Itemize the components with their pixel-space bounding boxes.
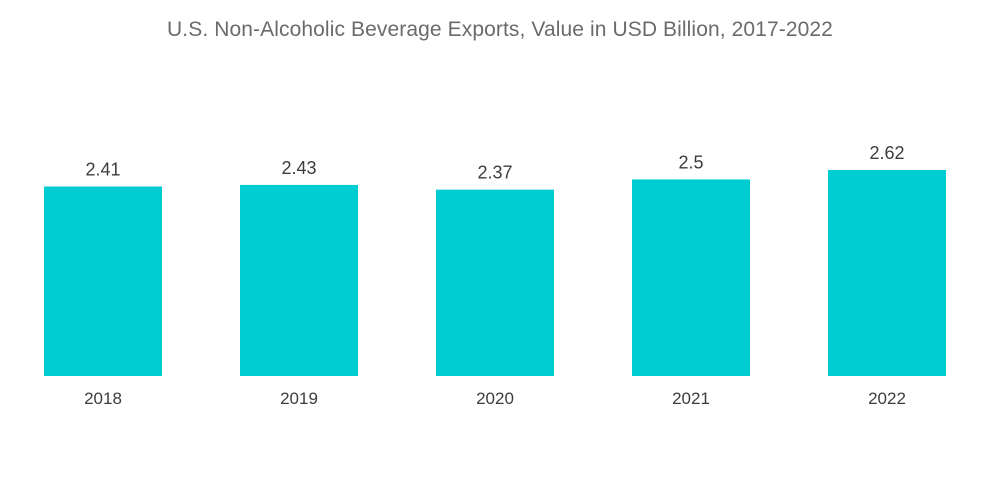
chart-title: U.S. Non-Alcoholic Beverage Exports, Val…	[167, 18, 833, 41]
bars-layer	[44, 170, 946, 376]
value-label-2019: 2.43	[281, 158, 316, 178]
bar-2021	[632, 179, 750, 376]
x-tick-label-2019: 2019	[280, 389, 318, 408]
value-label-2020: 2.37	[477, 163, 512, 183]
value-label-2018: 2.41	[85, 160, 120, 180]
x-tick-label-2022: 2022	[868, 389, 906, 408]
value-label-2021: 2.5	[678, 152, 703, 172]
x-tick-label-2021: 2021	[672, 389, 710, 408]
x-tick-label-2020: 2020	[476, 389, 514, 408]
bar-2020	[436, 189, 554, 376]
x-axis-ticks-layer: 2018 2019 2020 2021 2022	[84, 389, 906, 408]
bar-2018	[44, 186, 162, 376]
bar-2019	[240, 184, 358, 376]
bar-2022	[828, 170, 946, 376]
value-labels-layer: 2.41 2.43 2.37 2.5 2.62	[85, 143, 904, 183]
x-tick-label-2018: 2018	[84, 389, 122, 408]
value-label-2022: 2.62	[869, 143, 904, 163]
